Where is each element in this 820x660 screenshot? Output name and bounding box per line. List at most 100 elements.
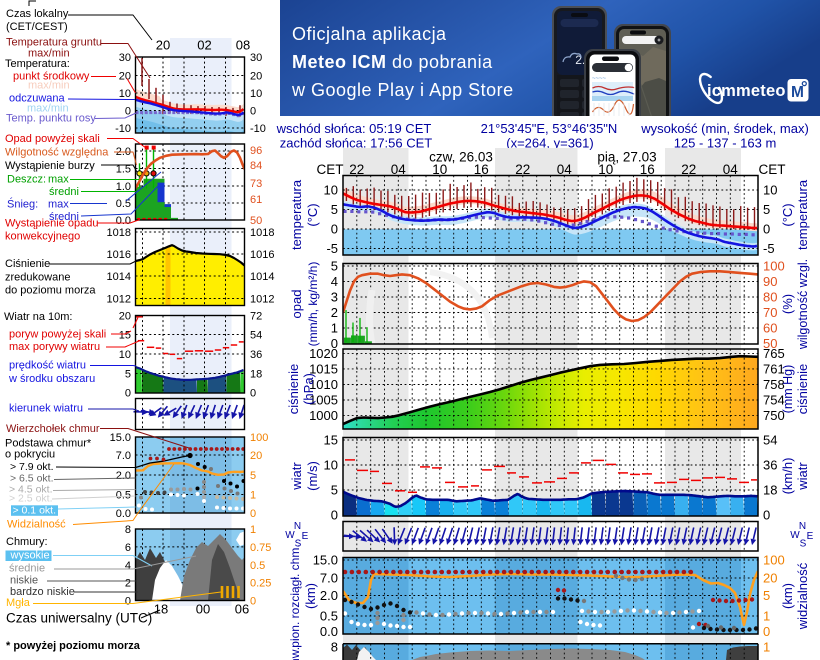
svg-text:0: 0 <box>763 624 770 639</box>
svg-text:niskie: niskie <box>10 575 38 587</box>
svg-text:1015: 1015 <box>309 361 338 376</box>
svg-text:Oficjalna aplikacja: Oficjalna aplikacja <box>292 24 447 44</box>
svg-text:(m/s): (m/s) <box>305 461 320 491</box>
svg-text:> 0.1 okt.: > 0.1 okt. <box>13 504 57 516</box>
svg-text:18: 18 <box>154 602 168 617</box>
svg-text:10: 10 <box>324 458 338 473</box>
svg-text:N: N <box>799 521 806 532</box>
svg-text:-10: -10 <box>115 123 131 135</box>
svg-text:zachm., opad konw.: zachm., opad konw. <box>288 647 302 660</box>
svg-text:0: 0 <box>250 106 256 118</box>
svg-text:Opad powyżej skali: Opad powyżej skali <box>5 133 100 145</box>
svg-text:2: 2 <box>331 305 338 320</box>
svg-text:30: 30 <box>250 52 262 64</box>
svg-text:0.5: 0.5 <box>116 198 131 210</box>
svg-text:761: 761 <box>763 361 785 376</box>
svg-text:w środku obszaru: w środku obszaru <box>8 373 95 385</box>
svg-text:1: 1 <box>250 490 256 502</box>
svg-text:10: 10 <box>119 349 131 361</box>
svg-text:Wystąpienie opadu: Wystąpienie opadu <box>5 218 98 230</box>
svg-text:0: 0 <box>125 596 131 608</box>
svg-text:5: 5 <box>125 369 131 381</box>
svg-text:22: 22 <box>681 162 696 177</box>
svg-text:10: 10 <box>119 88 131 100</box>
svg-text:758: 758 <box>763 377 785 392</box>
svg-text:84: 84 <box>250 160 262 172</box>
svg-text:1018: 1018 <box>250 227 274 239</box>
svg-text:10: 10 <box>432 162 447 177</box>
svg-text:czw, 26.03: czw, 26.03 <box>429 150 493 165</box>
svg-text:średnie: średnie <box>9 562 45 574</box>
svg-text:18: 18 <box>250 369 262 381</box>
svg-text:10: 10 <box>324 183 338 198</box>
svg-text:5: 5 <box>763 202 770 217</box>
svg-text:zredukowane: zredukowane <box>5 272 70 284</box>
svg-text:5: 5 <box>331 483 338 498</box>
svg-text:max/min: max/min <box>28 48 70 60</box>
svg-text:opad: opad <box>289 290 304 319</box>
svg-text:72: 72 <box>250 311 262 323</box>
svg-text:M: M <box>791 84 804 101</box>
svg-text:22: 22 <box>515 162 530 177</box>
svg-text:0: 0 <box>125 106 131 118</box>
svg-text:0.0: 0.0 <box>320 624 338 639</box>
svg-text:zachód słońca: 17:56 CET: zachód słońca: 17:56 CET <box>280 136 433 151</box>
svg-text:(km): (km) <box>303 583 318 609</box>
svg-text:8: 8 <box>125 524 131 536</box>
svg-text:1: 1 <box>763 609 770 624</box>
svg-text:konwekcyjnego: konwekcyjnego <box>5 231 80 243</box>
svg-text:średni: średni <box>49 211 79 223</box>
svg-text:5: 5 <box>763 588 770 603</box>
svg-text:CET: CET <box>317 162 344 177</box>
svg-text:bardzo niskie: bardzo niskie <box>10 586 75 598</box>
svg-text:widzialność: widzialność <box>795 562 810 630</box>
svg-text:wiatr: wiatr <box>289 462 304 491</box>
svg-text:(km): (km) <box>780 583 795 609</box>
svg-text:20: 20 <box>250 450 262 462</box>
svg-text:prędkość wiatru: prędkość wiatru <box>9 360 86 372</box>
svg-text:0.25: 0.25 <box>250 578 271 590</box>
svg-text:04: 04 <box>723 162 739 177</box>
svg-text:1: 1 <box>250 524 256 536</box>
svg-text:0: 0 <box>763 507 770 522</box>
svg-text:16: 16 <box>474 162 489 177</box>
svg-text:100: 100 <box>763 553 785 568</box>
svg-text:20: 20 <box>156 38 170 53</box>
svg-text:0: 0 <box>331 222 338 237</box>
svg-text:1.5: 1.5 <box>116 164 131 176</box>
svg-text:50: 50 <box>763 336 777 351</box>
svg-text:96: 96 <box>250 145 262 157</box>
svg-text:wysokie: wysokie <box>10 550 50 562</box>
svg-text:(°C): (°C) <box>305 203 320 226</box>
svg-text:CET: CET <box>759 162 786 177</box>
svg-text:* powyżej poziomu morza: * powyżej poziomu morza <box>6 640 141 652</box>
svg-text:Śnieg:: Śnieg: <box>7 197 38 210</box>
svg-text:15.0: 15.0 <box>313 553 338 568</box>
svg-text:w Google Play i App Store: w Google Play i App Store <box>291 80 514 100</box>
svg-text:(hPa): (hPa) <box>301 373 316 405</box>
svg-text:max: max <box>48 198 69 210</box>
svg-text:(mm Hg): (mm Hg) <box>781 365 795 414</box>
svg-text:06: 06 <box>235 602 249 617</box>
svg-text:Czas lokalny: Czas lokalny <box>6 8 69 20</box>
svg-text:kierunek wiatru: kierunek wiatru <box>9 403 83 415</box>
svg-text:7.0: 7.0 <box>116 450 131 462</box>
svg-text:0: 0 <box>250 596 256 608</box>
svg-text:5: 5 <box>250 470 256 482</box>
svg-text:7.0: 7.0 <box>320 571 338 586</box>
svg-text:Ciśnienie: Ciśnienie <box>5 258 50 270</box>
svg-text:temperatura: temperatura <box>795 179 810 250</box>
svg-text:pion. rozciągł. chm.: pion. rozciągł. chm. <box>288 544 302 647</box>
svg-text:125 - 137 - 163 m: 125 - 137 - 163 m <box>674 136 777 151</box>
svg-text:100: 100 <box>250 432 268 444</box>
svg-text:Podstawa chmur*: Podstawa chmur* <box>5 438 92 450</box>
svg-text:max/min: max/min <box>27 103 69 115</box>
svg-text:90: 90 <box>763 274 777 289</box>
svg-text:754: 754 <box>763 393 785 408</box>
svg-text:0: 0 <box>125 388 131 400</box>
svg-text:54: 54 <box>250 330 262 342</box>
svg-text:średni: średni <box>49 186 79 198</box>
svg-text:0: 0 <box>763 222 770 237</box>
svg-text:61: 61 <box>250 194 262 206</box>
svg-text:22: 22 <box>349 162 364 177</box>
